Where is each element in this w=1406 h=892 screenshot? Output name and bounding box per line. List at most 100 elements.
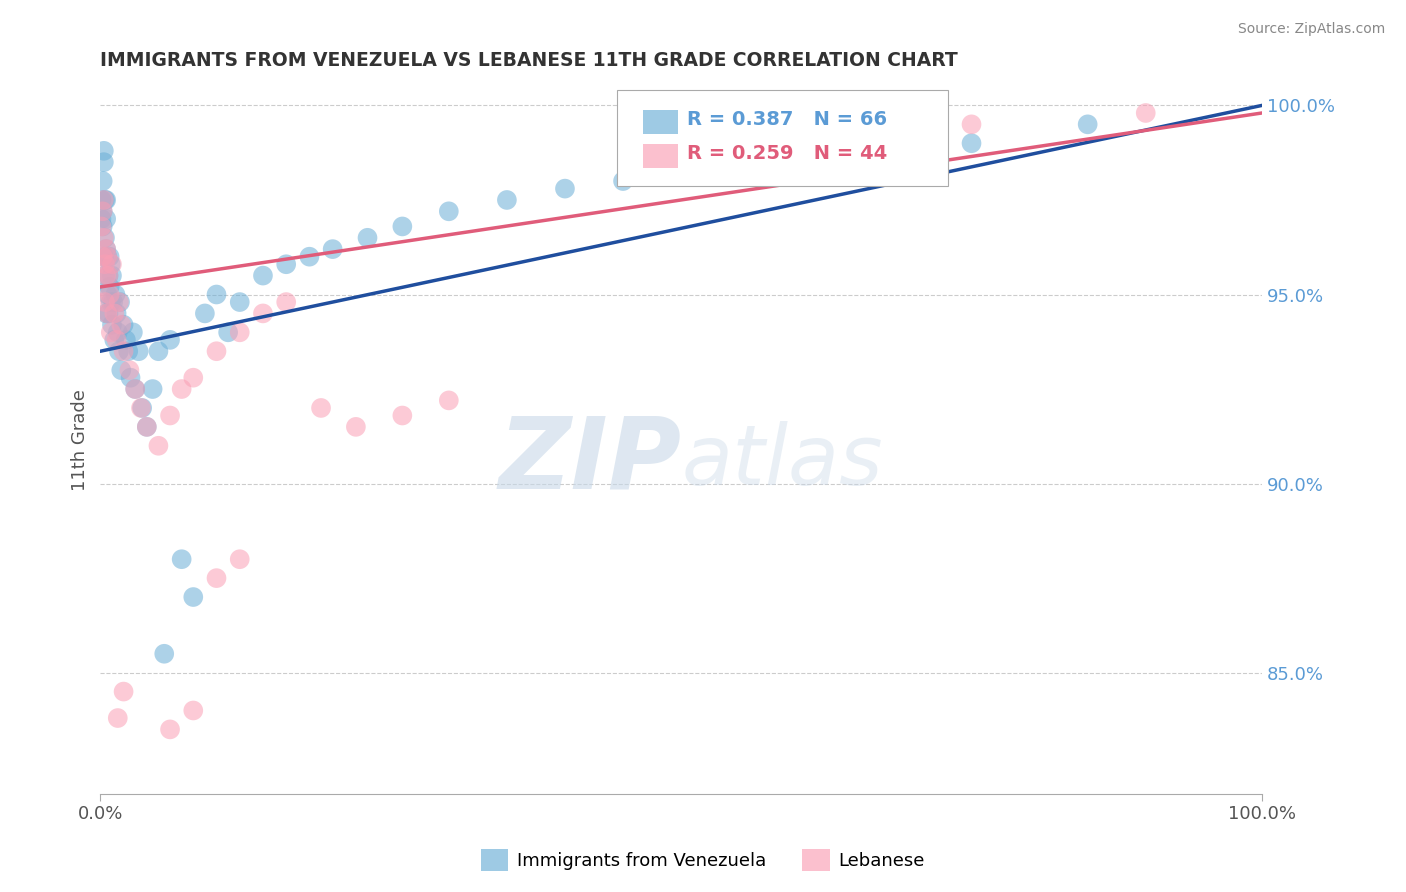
Point — [129, 401, 152, 415]
Point — [96, 306, 118, 320]
Point — [112, 344, 135, 359]
Point — [159, 409, 181, 423]
Point — [122, 326, 145, 340]
Point — [960, 117, 983, 131]
Point — [181, 704, 204, 718]
FancyBboxPatch shape — [617, 90, 948, 186]
Point — [101, 295, 124, 310]
Point — [94, 193, 117, 207]
Text: Source: ZipAtlas.com: Source: ZipAtlas.com — [1237, 22, 1385, 37]
Point — [554, 181, 576, 195]
Point — [90, 193, 112, 207]
Point — [108, 295, 131, 310]
Point — [322, 242, 344, 256]
Point — [96, 242, 118, 256]
Point — [96, 250, 118, 264]
Point — [181, 370, 204, 384]
Point — [1077, 117, 1099, 131]
Point — [91, 204, 114, 219]
Point — [135, 420, 157, 434]
Point — [101, 318, 124, 332]
Point — [124, 382, 146, 396]
Point — [96, 193, 118, 207]
FancyBboxPatch shape — [643, 110, 678, 134]
Point — [97, 268, 120, 283]
Point — [131, 401, 153, 415]
Point — [96, 250, 118, 264]
Point — [124, 382, 146, 396]
Text: R = 0.387   N = 66: R = 0.387 N = 66 — [688, 111, 887, 129]
Text: ZIP: ZIP — [498, 413, 681, 510]
Point — [298, 250, 321, 264]
Point — [217, 326, 239, 340]
Point — [93, 193, 115, 207]
Text: IMMIGRANTS FROM VENEZUELA VS LEBANESE 11TH GRADE CORRELATION CHART: IMMIGRANTS FROM VENEZUELA VS LEBANESE 11… — [100, 51, 957, 70]
Point — [205, 287, 228, 301]
Point — [181, 590, 204, 604]
Point — [105, 333, 128, 347]
Point — [309, 401, 332, 415]
Point — [107, 326, 129, 340]
Point — [120, 370, 142, 384]
Point — [205, 344, 228, 359]
Point — [229, 552, 252, 566]
Point — [1135, 106, 1157, 120]
Point — [94, 295, 117, 310]
Point — [108, 344, 131, 359]
Point — [229, 326, 252, 340]
Point — [98, 280, 121, 294]
Point — [103, 333, 125, 347]
Point — [91, 250, 114, 264]
Point — [90, 211, 112, 226]
Point — [252, 306, 274, 320]
Point — [117, 344, 139, 359]
Point — [96, 268, 118, 283]
Point — [159, 723, 181, 737]
Point — [128, 344, 150, 359]
Point — [91, 174, 114, 188]
Point — [94, 268, 117, 283]
Point — [115, 333, 138, 347]
Point — [100, 257, 122, 271]
Text: R = 0.259   N = 44: R = 0.259 N = 44 — [688, 145, 887, 163]
Point — [91, 219, 114, 234]
Point — [96, 306, 118, 320]
Point — [105, 306, 128, 320]
Point — [437, 204, 460, 219]
Legend: Immigrants from Venezuela, Lebanese: Immigrants from Venezuela, Lebanese — [474, 842, 932, 879]
Point — [142, 382, 165, 396]
Point — [960, 136, 983, 151]
Point — [97, 268, 120, 283]
Point — [194, 306, 217, 320]
Point — [110, 363, 132, 377]
Point — [159, 333, 181, 347]
Point — [104, 287, 127, 301]
Text: atlas: atlas — [681, 421, 883, 502]
Point — [112, 318, 135, 332]
Point — [148, 344, 170, 359]
Point — [91, 204, 114, 219]
Point — [93, 250, 115, 264]
Point — [344, 420, 367, 434]
Point — [612, 174, 634, 188]
Point — [97, 306, 120, 320]
Point — [496, 193, 519, 207]
Point — [356, 231, 378, 245]
Point — [118, 363, 141, 377]
Point — [96, 211, 118, 226]
Point — [94, 257, 117, 271]
Point — [148, 439, 170, 453]
Point — [135, 420, 157, 434]
Point — [107, 711, 129, 725]
Point — [93, 231, 115, 245]
Point — [103, 306, 125, 320]
Point — [728, 155, 751, 169]
Point — [90, 219, 112, 234]
FancyBboxPatch shape — [643, 144, 678, 168]
Y-axis label: 11th Grade: 11th Grade — [72, 389, 89, 491]
Point — [110, 318, 132, 332]
Point — [112, 684, 135, 698]
Point — [153, 647, 176, 661]
Point — [93, 144, 115, 158]
Point — [96, 242, 118, 256]
